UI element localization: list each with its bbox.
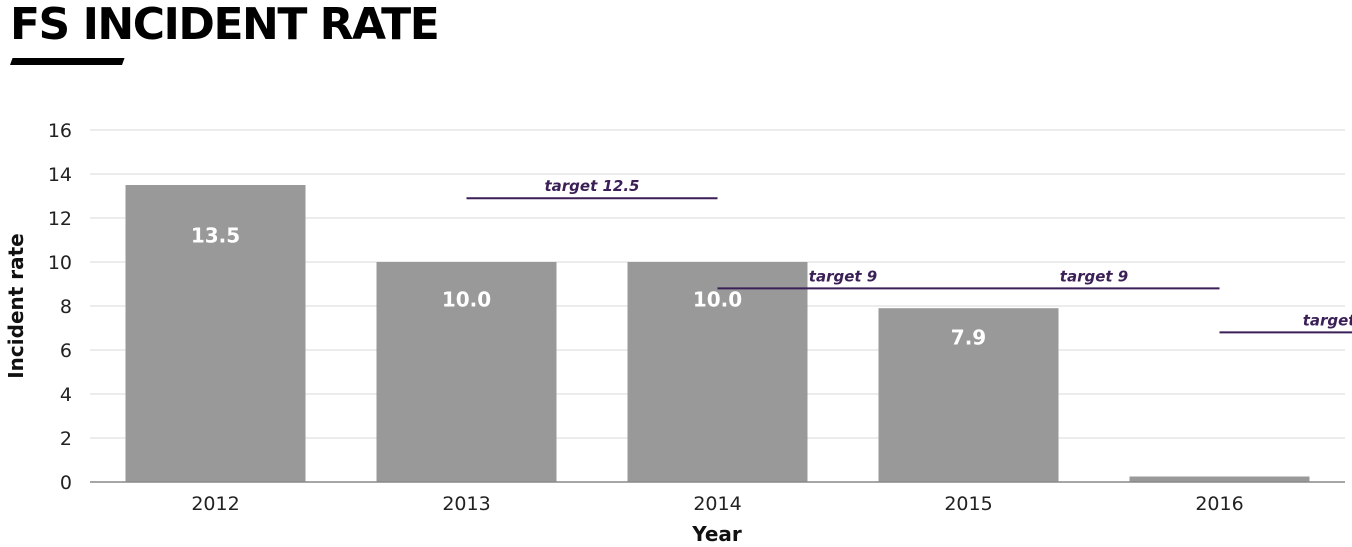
bars: 13.5 10.0 10.0 7.9 [125, 185, 1310, 482]
x-tick-label: 2016 [1195, 493, 1243, 515]
y-tick-label: 12 [48, 208, 72, 230]
bar [376, 262, 557, 482]
target-label: target 12.5 [544, 177, 639, 195]
y-tick-label: 2 [60, 428, 72, 450]
bar [125, 185, 306, 482]
y-tick-label: 16 [48, 120, 72, 142]
bar [627, 262, 808, 482]
page-title: FS INCIDENT RATE [10, 0, 440, 50]
bar [878, 308, 1059, 482]
target-lines: target 12.5 target 9 target 9 target 6.9 [466, 177, 1352, 334]
y-tick-label: 6 [60, 340, 72, 362]
bar-value-label: 7.9 [951, 326, 986, 350]
x-tick-label: 2012 [191, 493, 239, 515]
axes: 0 2 4 6 8 10 12 14 16 2012 2013 2014 2015 2016 [48, 120, 1345, 515]
y-tick-label: 0 [60, 472, 72, 494]
bar-value-label: 13.5 [191, 223, 240, 247]
y-tick-label: 10 [48, 252, 72, 274]
bar-value-label: 10.0 [442, 287, 491, 311]
x-tick-label: 2015 [944, 493, 992, 515]
y-axis-title: Incident rate [4, 233, 28, 379]
y-tick-label: 4 [60, 384, 72, 406]
target-label: target 6.9 [1303, 311, 1352, 329]
y-tick-label: 14 [48, 164, 72, 186]
target-label: target 9 [809, 267, 877, 285]
target-label: target 9 [1060, 267, 1128, 285]
bar-value-label: 10.0 [693, 287, 742, 311]
x-axis-title: Year [691, 522, 742, 546]
bar [1129, 476, 1310, 482]
x-tick-label: 2013 [442, 493, 490, 515]
y-tick-label: 8 [60, 296, 72, 318]
x-tick-label: 2014 [693, 493, 741, 515]
